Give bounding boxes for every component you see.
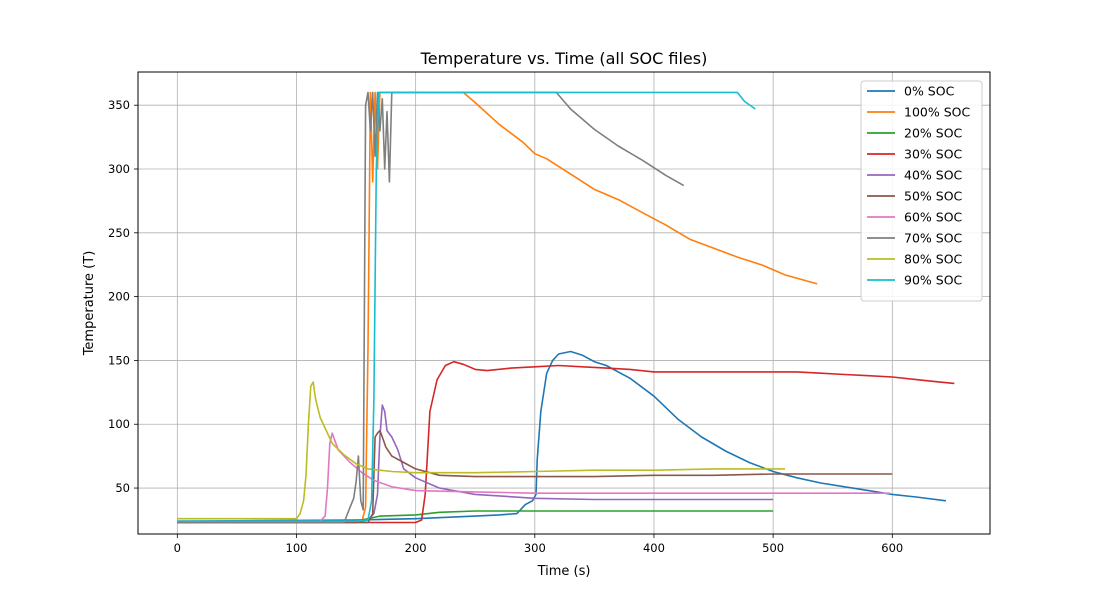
y-tick-label: 300 xyxy=(108,162,130,176)
y-tick-label: 100 xyxy=(108,417,130,431)
y-axis-label: Temperature (T) xyxy=(82,251,97,357)
legend-label: 60% SOC xyxy=(904,210,963,225)
chart-title: Temperature vs. Time (all SOC files) xyxy=(420,49,708,68)
series-line-40pct-soc xyxy=(177,404,774,524)
y-tick-label: 150 xyxy=(108,353,130,367)
series-line-70pct-soc xyxy=(177,91,685,524)
legend-box xyxy=(860,80,983,302)
legend-label: 40% SOC xyxy=(904,168,963,183)
series-line-50pct-soc xyxy=(177,429,893,524)
y-axis-ticks: 50 100 150 200 250 300 350 xyxy=(108,98,138,495)
series-line-60pct-soc xyxy=(177,432,890,523)
series-layer xyxy=(177,91,955,524)
x-tick-label: 600 xyxy=(881,541,903,555)
x-axis-ticks: 0 100 200 300 400 500 600 xyxy=(174,534,903,555)
legend-label: 80% SOC xyxy=(904,252,963,267)
x-tick-label: 400 xyxy=(643,541,665,555)
y-tick-label: 200 xyxy=(108,290,130,304)
legend-label: 50% SOC xyxy=(904,189,963,204)
series-line-30pct-soc xyxy=(177,360,955,524)
x-tick-label: 0 xyxy=(174,541,181,555)
series-line-100pct-soc xyxy=(177,91,818,524)
y-tick-label: 50 xyxy=(115,481,130,495)
series-line-20pct-soc xyxy=(177,510,774,524)
legend-label: 30% SOC xyxy=(904,147,963,162)
y-tick-label: 250 xyxy=(108,226,130,240)
legend-label: 0% SOC xyxy=(904,84,955,99)
y-tick-label: 350 xyxy=(108,98,130,112)
x-tick-label: 100 xyxy=(286,541,308,555)
x-tick-label: 500 xyxy=(762,541,784,555)
legend-label: 20% SOC xyxy=(904,126,963,141)
x-axis-label: Time (s) xyxy=(537,564,591,579)
legend-label: 100% SOC xyxy=(904,105,970,120)
series-line-90pct-soc xyxy=(177,91,756,523)
legend-label: 70% SOC xyxy=(904,231,963,246)
legend-label: 90% SOC xyxy=(904,273,963,288)
legend: 0% SOC 100% SOC 20% SOC 30% SOC 40% SOC 50% S… xyxy=(860,80,983,302)
plot-frame xyxy=(137,71,991,535)
series-line-0pct-soc xyxy=(177,350,947,522)
series-line-80pct-soc xyxy=(177,381,785,520)
x-tick-label: 200 xyxy=(405,541,427,555)
x-tick-label: 300 xyxy=(524,541,546,555)
